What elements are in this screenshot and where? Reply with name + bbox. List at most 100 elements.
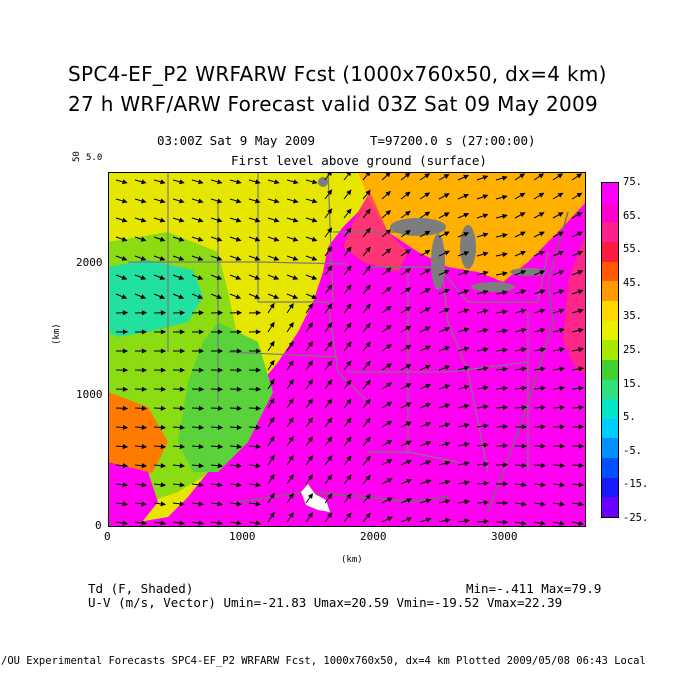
wind-vector-head (269, 492, 275, 499)
wind-vector-head (141, 424, 148, 430)
wind-vector-head (540, 404, 547, 411)
colorbar-swatch (602, 399, 618, 419)
wind-vector-head (141, 520, 148, 526)
wind-vector-head (502, 194, 508, 200)
wind-vector-head (482, 232, 489, 238)
wind-vector-head (198, 482, 205, 488)
wind-vector-head (444, 250, 450, 256)
wind-vector-head (179, 482, 186, 488)
wind-vector-head (159, 294, 166, 299)
wind-vector-head (540, 424, 547, 430)
wind-vector-head (311, 236, 318, 242)
wind-vector-head (444, 422, 451, 428)
wind-vector-head (236, 424, 243, 430)
wind-vector-head (557, 192, 564, 198)
wind-vector-head (288, 340, 294, 347)
great-lakes (318, 177, 546, 292)
wind-vector-head (269, 473, 275, 480)
wind-vector-head (540, 385, 547, 391)
wind-vector-head (365, 512, 371, 519)
wind-vector-head (217, 463, 224, 469)
wind-vector-head (269, 359, 275, 366)
wind-vector-head (179, 501, 186, 507)
wind-vector-head (236, 520, 243, 526)
wind-vector-head (405, 383, 412, 388)
wind-vector-head (464, 480, 470, 486)
wind-vector-head (365, 474, 371, 481)
wind-vector-head (292, 294, 299, 299)
wind-vector-head (273, 294, 280, 299)
wind-vector-head (559, 424, 566, 430)
wind-vector-head (292, 236, 299, 242)
wind-vector-head (122, 520, 129, 526)
x-tick-3000: 3000 (491, 530, 518, 543)
wind-vector-head (365, 208, 371, 215)
wind-vector-head (483, 461, 490, 467)
wind-vector-head (385, 286, 392, 292)
wind-vector-head (425, 383, 432, 389)
wind-vector-head (235, 275, 242, 280)
wind-vector-head (559, 347, 565, 353)
wind-vector-head (140, 198, 147, 204)
colorbar-swatch (602, 359, 618, 380)
wind-vector-head (463, 270, 470, 276)
wind-vector-head (327, 379, 333, 386)
wind-vector-head (483, 404, 490, 410)
wind-vector-head (578, 385, 585, 391)
wind-vector-head (463, 174, 470, 180)
wind-vector-head (273, 198, 280, 204)
wind-vector-head (520, 308, 527, 314)
wind-vector-head (121, 255, 128, 261)
wind-vector-head (255, 179, 261, 185)
wind-vector-head (463, 346, 470, 352)
dewpoint-magenta-southwest (108, 462, 158, 527)
wind-vector-head (269, 511, 275, 518)
plot-frame (108, 172, 586, 527)
field-minmax: Min=-.411 Max=79.9 (466, 581, 602, 596)
colorbar-swatch (602, 261, 618, 282)
wind-vector-head (463, 308, 470, 314)
dewpoint-orange-north (358, 172, 586, 282)
wind-vector-head (444, 269, 451, 275)
wind-vector-head (327, 398, 333, 405)
wind-vector-head (444, 327, 451, 332)
wind-vector-head (178, 294, 185, 299)
wind-vector-head (255, 386, 262, 392)
colorbar-swatch (602, 202, 618, 223)
wind-vector-head (160, 444, 167, 450)
wind-vector-head (365, 436, 371, 443)
wind-vector-head (160, 424, 167, 430)
wind-vector-head (540, 443, 547, 449)
wind-vector-head (122, 444, 129, 450)
wind-vector-head (160, 520, 167, 526)
wind-vector-head (386, 420, 393, 426)
wind-vector-head (463, 251, 470, 256)
wind-vector-head (197, 275, 204, 280)
wind-vector-head (540, 501, 547, 507)
wind-vector-head (198, 463, 205, 469)
wind-vector-head (386, 478, 393, 483)
wind-vector-head (445, 518, 451, 523)
wind-vector-head (483, 480, 490, 486)
wind-vector-head (365, 322, 371, 329)
wind-vector-head (217, 348, 224, 354)
wind-vector-head (159, 255, 166, 261)
wind-vector-head (559, 443, 566, 449)
wind-vector-head (346, 208, 352, 215)
wind-vector-head (217, 405, 224, 411)
wind-vector-head (307, 493, 314, 499)
wind-vector-head (236, 482, 243, 488)
colorbar-swatch (602, 418, 618, 439)
wind-vector-head (307, 512, 314, 518)
wind-vector-head (577, 308, 584, 314)
wind-vector-head (141, 179, 147, 185)
wind-vector-head (159, 217, 166, 223)
wind-vector-head (444, 288, 451, 294)
wind-vector-head (235, 255, 242, 261)
wind-vector-head (559, 385, 566, 391)
wind-vector-head (502, 481, 509, 487)
wind-vector-head (425, 403, 432, 408)
wind-vector-head (482, 251, 489, 257)
wind-vector-head (178, 236, 185, 242)
wind-vector-head (346, 493, 352, 500)
